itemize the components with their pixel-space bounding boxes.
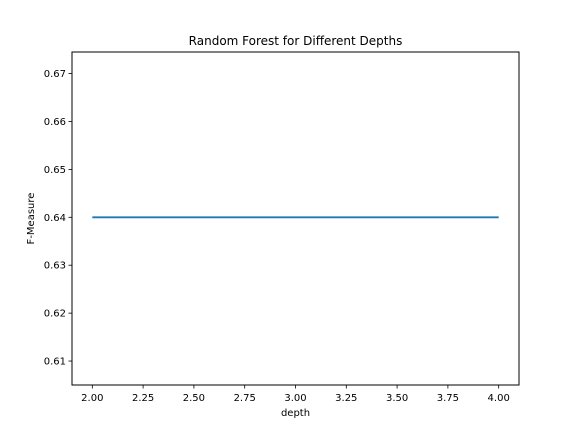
- x-tick-label: 2.00: [81, 393, 103, 404]
- x-tick-label: 3.50: [386, 393, 408, 404]
- y-tick-label: 0.66: [44, 117, 66, 128]
- x-tick-label: 2.25: [132, 393, 154, 404]
- x-tick-label: 2.50: [183, 393, 205, 404]
- y-tick-label: 0.67: [44, 69, 66, 80]
- x-axis-label: depth: [281, 408, 310, 419]
- y-axis-ticks: 0.61 0.62 0.63 0.64 0.65 0.66 0.67: [44, 69, 72, 368]
- y-axis-label: F-Measure: [26, 193, 37, 245]
- y-tick-label: 0.61: [44, 357, 66, 368]
- x-axis-ticks: 2.00 2.25 2.50 2.75 3.00 3.25 3.50 3.75 4.00: [81, 385, 510, 404]
- y-tick-label: 0.63: [44, 261, 66, 272]
- y-tick-label: 0.64: [44, 213, 66, 224]
- chart-title: Random Forest for Different Depths: [189, 34, 403, 48]
- plot-frame: [71, 51, 520, 386]
- plot-area: [72, 52, 519, 385]
- x-tick-label: 3.00: [284, 393, 306, 404]
- x-tick-label: 4.00: [488, 393, 510, 404]
- x-tick-label: 2.75: [234, 393, 256, 404]
- x-tick-label: 3.25: [335, 393, 357, 404]
- y-tick-label: 0.65: [44, 165, 66, 176]
- x-tick-label: 3.75: [437, 393, 459, 404]
- y-tick-label: 0.62: [44, 309, 66, 320]
